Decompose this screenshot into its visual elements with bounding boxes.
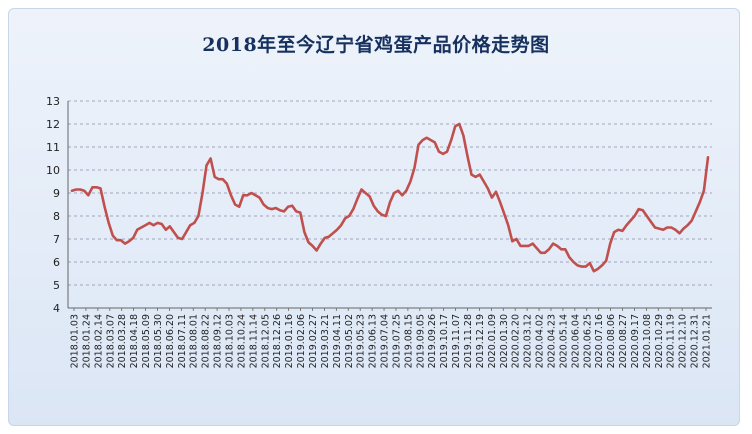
x-tick-label: 2018.01.03 bbox=[70, 314, 81, 368]
y-tick-label: 6 bbox=[53, 256, 60, 269]
x-tick-label: 2019.11.28 bbox=[463, 314, 474, 368]
x-tick-label: 2018.06.20 bbox=[165, 314, 176, 368]
x-tick-label: 2018.05.09 bbox=[141, 314, 152, 368]
x-tick-label: 2020.02.20 bbox=[511, 314, 522, 368]
x-tick-label: 2018.09.12 bbox=[213, 314, 224, 368]
y-tick-label: 10 bbox=[46, 164, 60, 177]
x-tick-label: 2019.12.19 bbox=[475, 314, 486, 368]
x-tick-label: 2020.10.08 bbox=[642, 314, 653, 368]
x-tick-label: 2018.10.03 bbox=[225, 314, 236, 368]
x-tick-label: 2020.11.19 bbox=[666, 314, 677, 368]
x-tick-label: 2020.12.31 bbox=[690, 314, 701, 368]
y-tick-label: 13 bbox=[46, 95, 60, 108]
y-tick-label: 9 bbox=[53, 187, 60, 200]
y-tick-label: 4 bbox=[53, 302, 60, 315]
x-tick-label: 2019.03.21 bbox=[320, 314, 331, 368]
x-tick-label: 2020.06.25 bbox=[582, 314, 593, 368]
x-tick-label: 2019.05.02 bbox=[344, 314, 355, 368]
chart-panel bbox=[8, 8, 740, 426]
x-tick-label: 2021.01.21 bbox=[702, 314, 713, 368]
x-tick-label: 2018.12.05 bbox=[260, 314, 271, 368]
x-tick-label: 2019.07.25 bbox=[391, 314, 402, 368]
x-tick-label: 2020.01.30 bbox=[499, 314, 510, 368]
y-tick-label: 12 bbox=[46, 118, 60, 131]
x-tick-label: 2018.01.24 bbox=[81, 314, 92, 368]
x-tick-label: 2019.10.17 bbox=[439, 314, 450, 368]
x-tick-label: 2020.12.10 bbox=[678, 314, 689, 368]
x-tick-label: 2019.02.06 bbox=[296, 314, 307, 368]
x-tick-label: 2018.12.26 bbox=[272, 314, 283, 368]
y-tick-label: 11 bbox=[46, 141, 60, 154]
x-tick-label: 2018.04.18 bbox=[129, 314, 140, 368]
x-tick-label: 2018.03.28 bbox=[117, 314, 128, 368]
x-tick-label: 2019.09.05 bbox=[415, 314, 426, 368]
x-tick-label: 2020.04.02 bbox=[535, 314, 546, 368]
x-tick-label: 2020.09.17 bbox=[630, 314, 641, 368]
x-tick-label: 2019.01.16 bbox=[284, 314, 295, 368]
x-tick-label: 2019.09.26 bbox=[427, 314, 438, 368]
x-tick-label: 2019.08.15 bbox=[403, 314, 414, 368]
x-tick-label: 2020.03.12 bbox=[523, 314, 534, 368]
series-line bbox=[70, 122, 710, 273]
x-tick-label: 2019.05.23 bbox=[356, 314, 367, 368]
x-tick-label: 2020.07.16 bbox=[594, 314, 605, 368]
x-tick-label: 2018.02.14 bbox=[93, 314, 104, 368]
x-tick-label: 2020.08.27 bbox=[618, 314, 629, 368]
x-tick-label: 2020.06.04 bbox=[570, 314, 581, 368]
x-tick-label: 2018.11.14 bbox=[248, 314, 259, 368]
y-tick-label: 7 bbox=[53, 233, 60, 246]
x-tick-label: 2020.10.29 bbox=[654, 314, 665, 368]
x-tick-label: 2018.08.22 bbox=[201, 314, 212, 368]
x-tick-label: 2019.07.04 bbox=[380, 314, 391, 368]
x-tick-label: 2018.07.11 bbox=[177, 314, 188, 368]
y-tick-label: 8 bbox=[53, 210, 60, 223]
x-tick-label: 2019.11.07 bbox=[451, 314, 462, 368]
x-tick-label: 2019.06.13 bbox=[368, 314, 379, 368]
x-tick-label: 2019.04.11 bbox=[332, 314, 343, 368]
x-tick-label: 2018.05.30 bbox=[153, 314, 164, 368]
x-tick-label: 2019.02.27 bbox=[308, 314, 319, 368]
x-tick-label: 2020.05.14 bbox=[558, 314, 569, 368]
x-tick-label: 2020.01.09 bbox=[487, 314, 498, 368]
x-tick-label: 2018.10.24 bbox=[236, 314, 247, 368]
x-tick-label: 2020.08.06 bbox=[606, 314, 617, 368]
x-tick-label: 2020.04.23 bbox=[546, 314, 557, 368]
x-tick-label: 2018.03.07 bbox=[105, 314, 116, 368]
y-tick-label: 5 bbox=[53, 279, 60, 292]
x-tick-label: 2018.08.01 bbox=[189, 314, 200, 368]
chart-title: 2018年至今辽宁省鸡蛋产品价格走势图 bbox=[202, 34, 550, 56]
